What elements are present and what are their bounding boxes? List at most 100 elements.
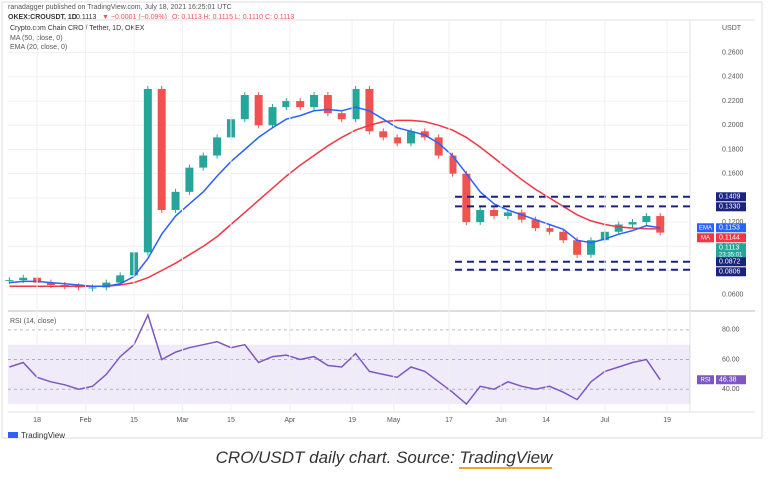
price-tag <box>716 257 746 267</box>
candle <box>157 88 166 210</box>
price-tag-value: 0.1144 <box>719 235 740 242</box>
price-tag <box>716 202 746 212</box>
candle <box>143 88 152 253</box>
logo-text: TradingView <box>21 431 65 440</box>
x-tick-label: Jul <box>600 417 609 424</box>
price-tag <box>716 267 746 277</box>
legend-entry: MA (50, close, 0) <box>10 35 63 42</box>
candle <box>19 277 28 281</box>
y-tick-label: 0.1800 <box>722 146 744 153</box>
candle <box>323 95 332 114</box>
candle <box>310 95 319 108</box>
candle <box>185 167 194 192</box>
change: ▼ −0.0001 (−0.09%) <box>102 14 167 21</box>
candle <box>213 137 222 156</box>
price-tag <box>716 233 746 243</box>
candle <box>296 101 305 108</box>
price-tag-name: MA <box>701 235 710 241</box>
x-tick-label: 15 <box>227 417 235 424</box>
x-tick-label: 17 <box>445 417 453 424</box>
candle <box>559 231 568 241</box>
candle <box>171 191 180 210</box>
price-tag-value: 0.1153 <box>719 225 740 232</box>
candle <box>642 216 651 223</box>
candle <box>614 224 623 232</box>
x-tick-label: Jun <box>495 417 506 424</box>
candle <box>379 131 388 138</box>
candle <box>628 222 637 225</box>
candle <box>5 280 14 282</box>
price-tag-value: 46.38 <box>719 377 737 384</box>
symbol: OKEX:CROUSDT, 1D <box>8 14 77 21</box>
ohlc: O: 0.1113 H: 0.1115 L: 0.1110 C: 0.1113 <box>172 14 294 21</box>
candle <box>503 212 512 217</box>
candle <box>573 240 582 255</box>
candle <box>490 209 499 217</box>
caption-link[interactable]: TradingView <box>459 448 553 469</box>
y-tick-label: 60.00 <box>722 356 740 363</box>
series-line <box>9 119 661 287</box>
y-tick-label: 80.00 <box>722 327 740 334</box>
price-tag-name-box <box>697 233 714 243</box>
y-tick-label: 0.2600 <box>722 50 744 57</box>
unit: USDT <box>722 25 742 32</box>
price-tag <box>716 192 746 202</box>
candle <box>517 212 526 220</box>
price-tag-value: 0.0872 <box>719 259 741 266</box>
candle <box>406 131 415 144</box>
price-tag-name: EMA <box>699 225 712 231</box>
candle <box>531 219 540 229</box>
price-tag-name: RSI <box>700 377 710 383</box>
series-line <box>9 312 661 406</box>
x-tick-label: Mar <box>176 417 189 424</box>
y-tick-label: 0.1600 <box>722 171 744 178</box>
price-tag-value: 0.1330 <box>719 204 741 211</box>
logo-mark <box>8 432 18 438</box>
candle <box>282 101 291 108</box>
rsi-band <box>8 344 690 405</box>
price-tag-value: 0.1113 <box>719 245 739 252</box>
y-tick-label: 0.2200 <box>722 98 744 105</box>
frame <box>1 1 763 439</box>
last-price: 0.1113 <box>76 14 96 21</box>
y-tick-label: 0.2000 <box>722 122 744 129</box>
candle <box>88 287 97 289</box>
x-tick-label: Apr <box>284 417 296 424</box>
candle <box>351 88 360 120</box>
caption: CRO/USDT daily chart. Source: TradingVie… <box>0 448 768 469</box>
candle <box>462 173 471 223</box>
candle <box>116 275 125 283</box>
candle <box>199 155 208 168</box>
candle <box>240 95 249 120</box>
price-tag <box>716 375 746 385</box>
rsi-title: RSI (14, close) <box>10 318 56 325</box>
y-tick-label: 0.2400 <box>722 74 744 81</box>
price-tag <box>716 243 746 260</box>
candle <box>46 282 55 286</box>
price-tag-name-box <box>697 223 714 233</box>
x-tick-label: 19 <box>663 417 671 424</box>
candle <box>545 228 554 232</box>
candle <box>656 216 665 233</box>
price-tag-value: 0.0806 <box>719 269 741 276</box>
x-tick-label: 15 <box>130 417 138 424</box>
y-tick-label: 40.00 <box>722 386 740 393</box>
published: ranadagger published on TradingView.com,… <box>8 4 232 11</box>
price-tag-countdown: 23:35:01 <box>719 252 743 258</box>
series-line <box>9 106 661 287</box>
candle <box>254 95 263 126</box>
candle <box>476 209 485 223</box>
chart-title: Crypto.com Chain CRO / Tether, 1D, OKEX <box>10 25 145 32</box>
price-tag <box>716 223 746 233</box>
logo <box>8 432 18 438</box>
x-tick-label: 19 <box>348 417 356 424</box>
x-tick-label: Feb <box>80 417 92 424</box>
candle <box>586 240 595 255</box>
x-tick-label: 18 <box>33 417 41 424</box>
chart: ranadagger published on TradingView.com,… <box>1 1 763 440</box>
caption-text: CRO/USDT daily chart. Source: <box>215 448 460 467</box>
candle <box>337 113 346 120</box>
candle <box>393 137 402 144</box>
candle <box>102 282 111 288</box>
